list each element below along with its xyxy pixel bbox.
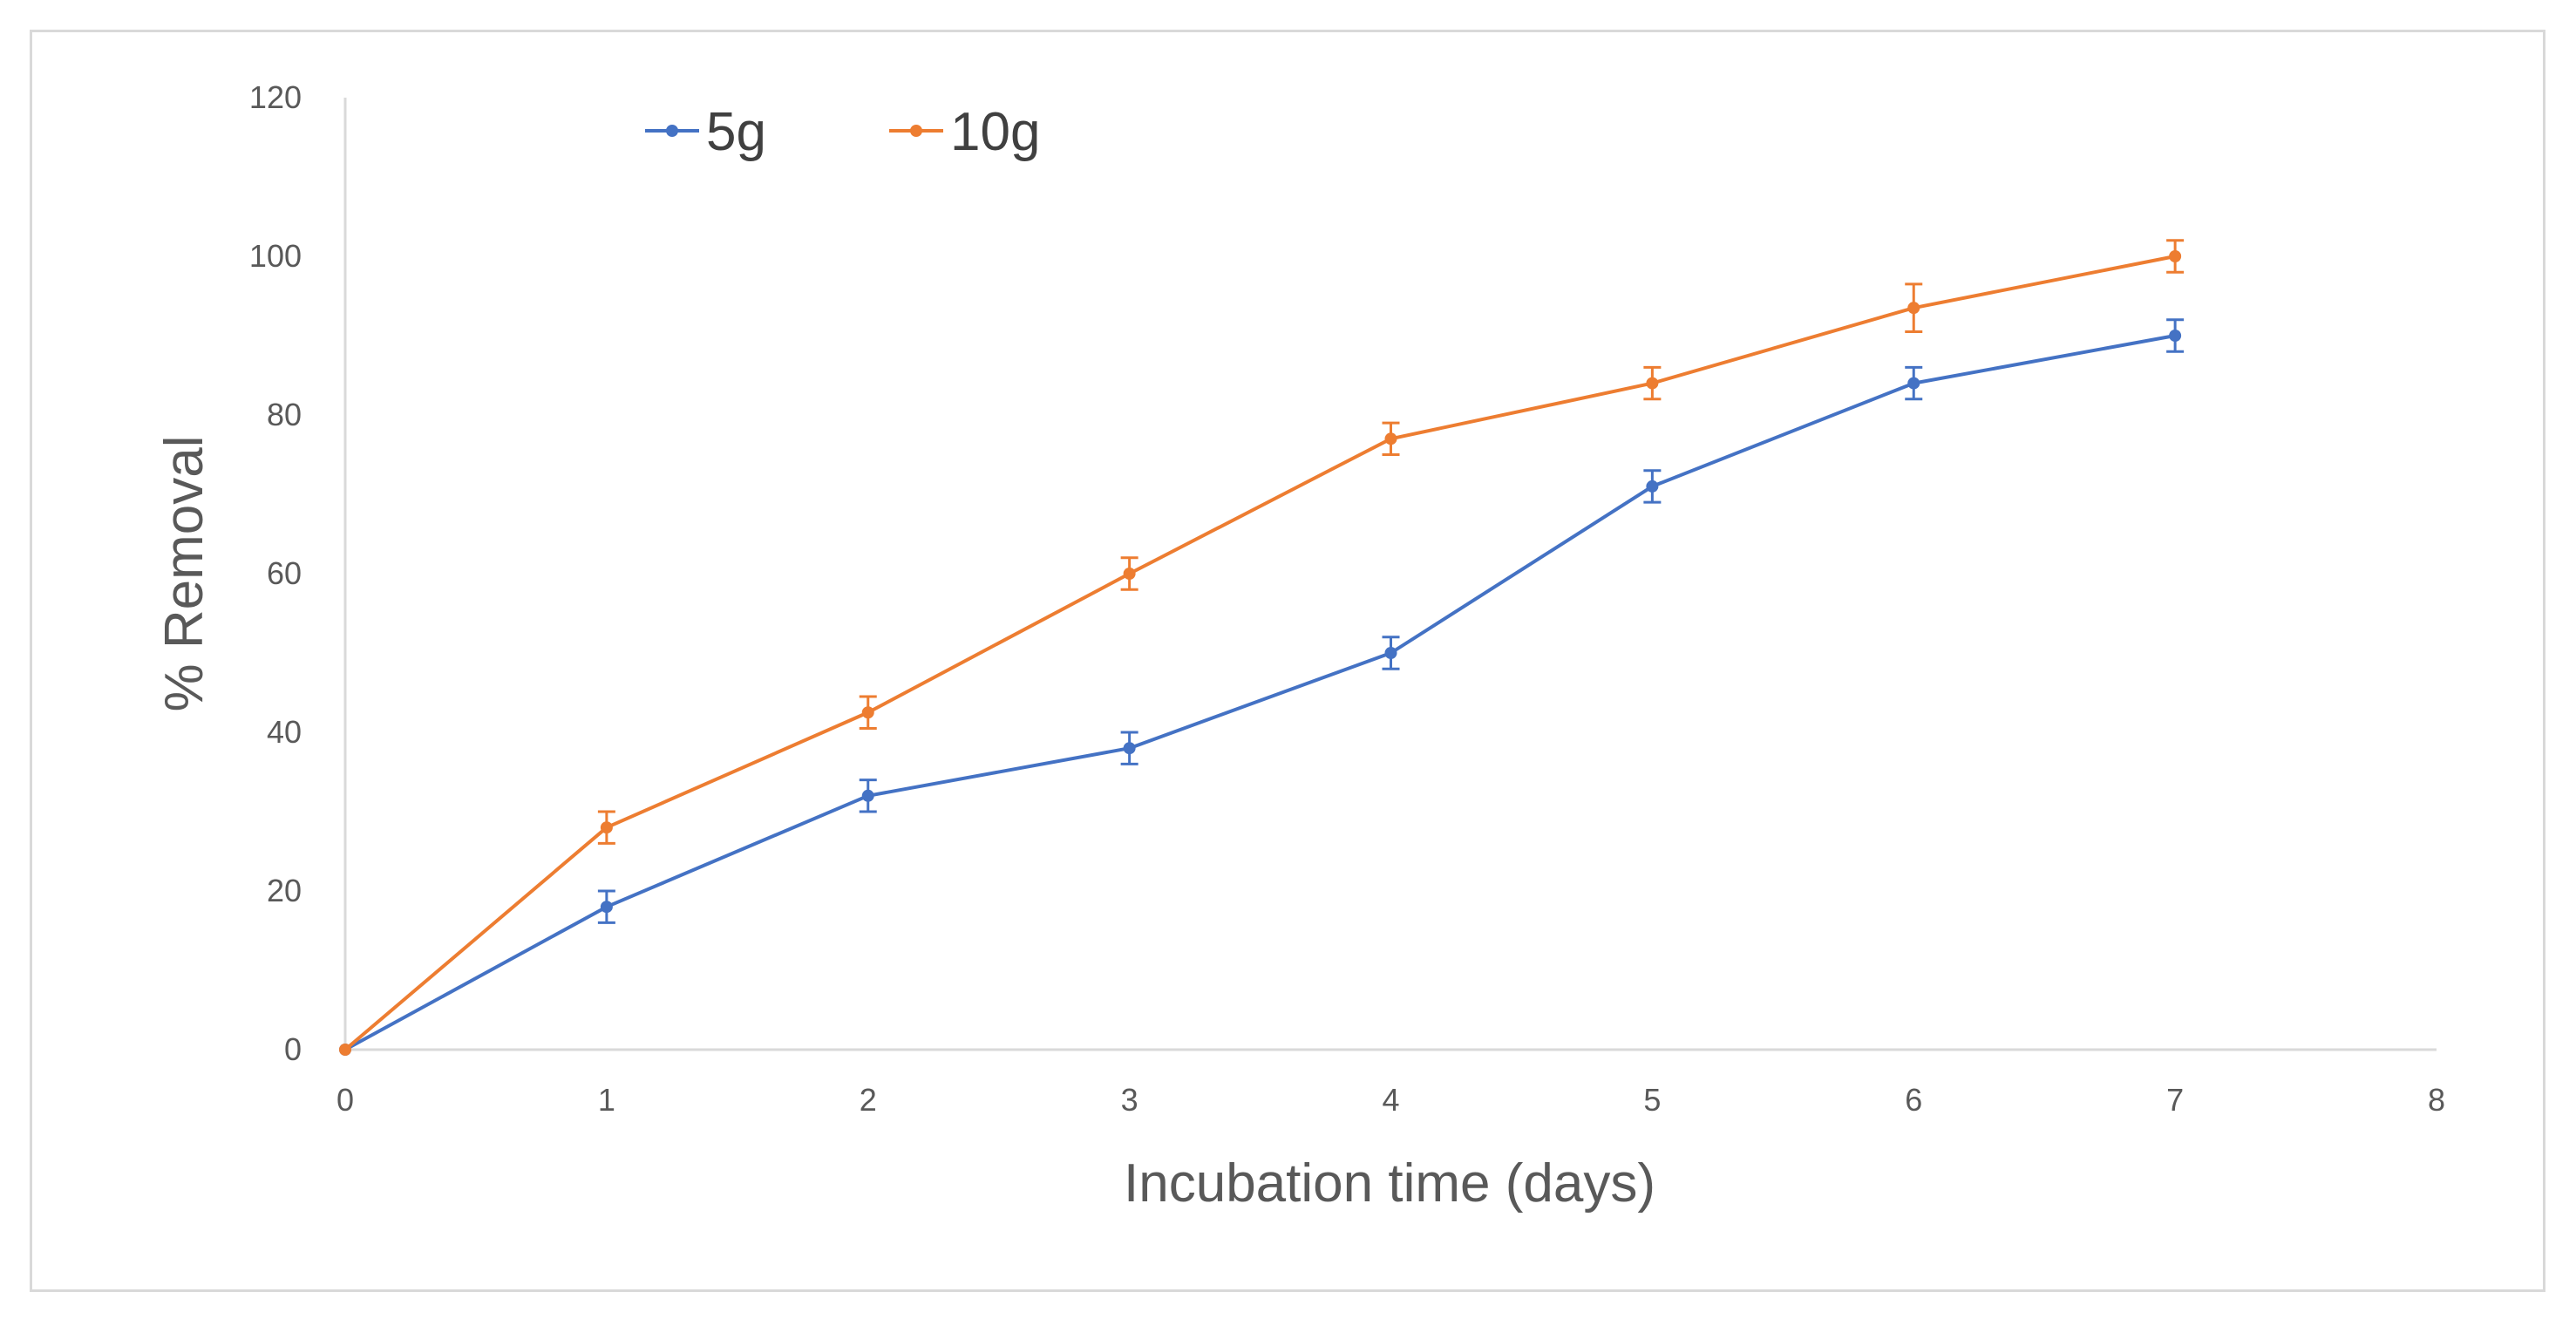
x-tick-label: 8: [2428, 1082, 2445, 1118]
x-tick-label: 2: [860, 1082, 877, 1118]
x-tick-labels: 0 1 2 3 4 5 6 7 8: [336, 1082, 2445, 1118]
x-tick-label: 7: [2166, 1082, 2184, 1118]
y-tick-label: 0: [284, 1031, 302, 1067]
series-10g: [339, 239, 2185, 1056]
x-axis-title: Incubation time (days): [1124, 1153, 1655, 1214]
legend-item-5g: 5g: [645, 102, 766, 162]
data-point: [861, 706, 874, 719]
data-point: [600, 901, 613, 914]
x-tick-label: 3: [1121, 1082, 1138, 1118]
data-point: [2169, 330, 2182, 342]
y-tick-label: 120: [249, 79, 302, 115]
y-tick-label: 40: [267, 714, 302, 750]
data-point: [1646, 377, 1659, 390]
y-tick-label: 20: [267, 873, 302, 908]
y-tick-labels: 0 20 40 60 80 100 120: [249, 79, 302, 1067]
data-point: [1907, 302, 1920, 315]
data-point: [1646, 479, 1659, 493]
chart-frame: [30, 30, 2545, 1292]
data-point: [339, 1044, 351, 1056]
x-tick-label: 5: [1643, 1082, 1661, 1118]
data-point: [1384, 647, 1397, 659]
series-line: [343, 255, 2176, 1051]
legend-swatch-marker: [910, 125, 922, 137]
y-axis-title: % Removal: [154, 436, 214, 712]
data-point: [1907, 377, 1920, 390]
y-tick-label: 100: [249, 238, 302, 274]
series-line: [344, 334, 2176, 1051]
series-5g: [339, 318, 2185, 1056]
legend-label: 5g: [706, 102, 766, 162]
data-point: [1384, 432, 1397, 445]
data-point: [2169, 250, 2182, 262]
data-point: [861, 789, 874, 802]
x-tick-label: 0: [336, 1082, 354, 1118]
data-point: [1123, 742, 1136, 755]
legend-item-10g: 10g: [889, 102, 1040, 162]
y-tick-label: 60: [267, 555, 302, 591]
legend-swatch-marker: [666, 125, 678, 137]
x-tick-label: 4: [1382, 1082, 1399, 1118]
legend: 5g 10g: [645, 102, 1040, 162]
legend-label: 10g: [950, 102, 1040, 162]
series-layer: [339, 239, 2185, 1056]
y-tick-label: 80: [267, 397, 302, 432]
x-tick-label: 1: [598, 1082, 615, 1118]
x-tick-label: 6: [1905, 1082, 1922, 1118]
data-point: [600, 821, 613, 834]
data-point: [1123, 568, 1136, 580]
